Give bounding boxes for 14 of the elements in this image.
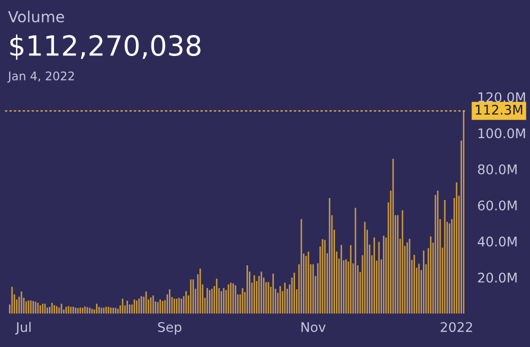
ref-line-label: 112.3M xyxy=(476,104,522,115)
text: Jan 4, 2022 xyxy=(7,71,74,83)
x-tick-label: Jul xyxy=(15,322,31,334)
y-tick-label: 20.0M xyxy=(478,272,517,283)
y-tick-label: 100.0M xyxy=(478,128,525,138)
x-tick-label: Sep xyxy=(158,322,182,335)
y-tick-label: 80.0M xyxy=(478,164,517,174)
x-tick-label: Nov xyxy=(302,322,326,332)
x-tick-label: 2022 xyxy=(440,322,472,332)
y-tick-label: 120.0M xyxy=(478,92,525,102)
chart-title: Volume xyxy=(8,10,64,22)
y-tick-label: 60.0M xyxy=(478,200,517,210)
y-tick-label: 40.0M xyxy=(478,236,517,247)
chart-subtitle: $112,270,038 xyxy=(10,34,200,60)
